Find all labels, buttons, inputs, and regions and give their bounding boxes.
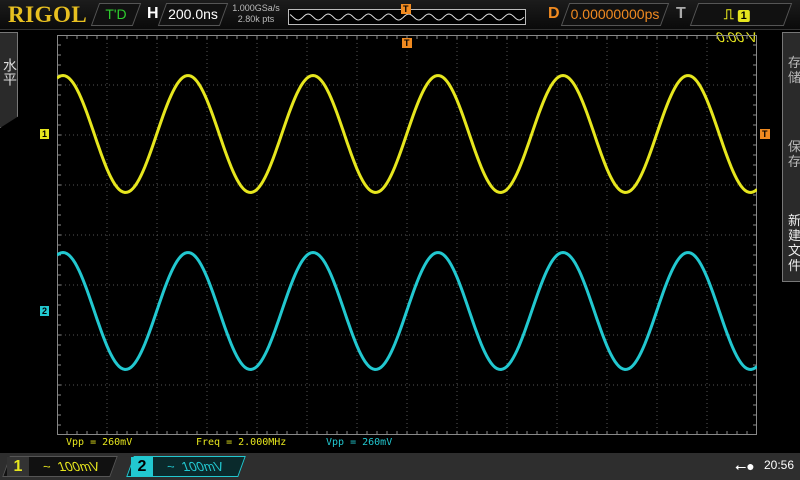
trigger-time-marker[interactable]: T (402, 38, 412, 48)
channel-1-number: 1 (7, 457, 29, 476)
rising-edge-icon: ⎍ (723, 6, 734, 22)
channel-2-waveform (57, 250, 757, 372)
memory-depth: 2.80k pts (237, 14, 275, 24)
horizontal-label: H (147, 5, 159, 22)
measurement-ch2-vpp: Vpp = 260mV (326, 437, 393, 448)
graticule (57, 35, 757, 435)
top-bar: RIGOL T'D H 200.0ns 1.000GSa/s 2.80k pts … (0, 0, 800, 45)
channel-1-scale-value: 100mV (55, 459, 103, 474)
run-state-button[interactable]: T'D (90, 3, 142, 26)
channel-2-marker[interactable]: 2 (40, 306, 50, 316)
ac-coupling-icon: ~ (164, 459, 178, 474)
channel-2-scale: ~ 100mV (164, 459, 226, 474)
trigger-display[interactable]: ⎍ 1 0.00 V (689, 3, 793, 45)
channel-1-button[interactable]: 1 ~ 100mV (2, 456, 118, 477)
channel-2-button[interactable]: 2 ~ 100mV (126, 456, 246, 477)
measurement-frequency: Freq = 2.000MHz (196, 437, 287, 448)
usb-icon: ⭠● (735, 458, 755, 474)
channel-2-scale-value: 100mV (179, 459, 227, 474)
trigger-source: 1 (737, 10, 750, 22)
delay-label: D (548, 5, 560, 22)
menu-item-storage[interactable]: 存储 (788, 55, 800, 85)
delay-display[interactable]: 0.00000000ps (560, 3, 670, 26)
measurement-ch1-vpp: Vpp = 260mV (66, 437, 133, 448)
clock: 20:56 (764, 458, 795, 472)
run-state: T'D (105, 6, 127, 22)
menu-item-save[interactable]: 保存 (788, 139, 800, 169)
status-bar: 1 ~ 100mV 2 ~ 100mV ⭠● 20:56 (0, 453, 800, 480)
channel-1-marker[interactable]: 1 (40, 129, 50, 139)
waveform-display[interactable] (57, 35, 757, 435)
ac-coupling-icon: ~ (40, 459, 54, 474)
sample-rate: 1.000GSa/s (232, 3, 280, 13)
horizontal-menu-label: 水平 (2, 58, 18, 86)
channel-1-waveform (57, 73, 757, 195)
delay-value: 0.00000000ps (570, 6, 660, 22)
channel-2-number: 2 (131, 457, 153, 476)
storage-menu[interactable]: 存储 保存 新建文件 (782, 32, 800, 282)
sample-info: 1.000GSa/s 2.80k pts (228, 3, 284, 25)
rigol-logo: RIGOL (8, 2, 88, 27)
trigger-label: T (676, 5, 686, 22)
trigger-level-marker[interactable]: T (760, 129, 770, 139)
timebase-display[interactable]: 200.0ns (157, 3, 229, 26)
menu-item-new-file[interactable]: 新建文件 (788, 213, 800, 273)
timebase-value: 200.0ns (168, 6, 218, 22)
horizontal-menu-tab[interactable]: 水平 (0, 32, 18, 128)
trigger-position-marker: T (401, 4, 411, 14)
channel-1-scale: ~ 100mV (40, 459, 102, 474)
